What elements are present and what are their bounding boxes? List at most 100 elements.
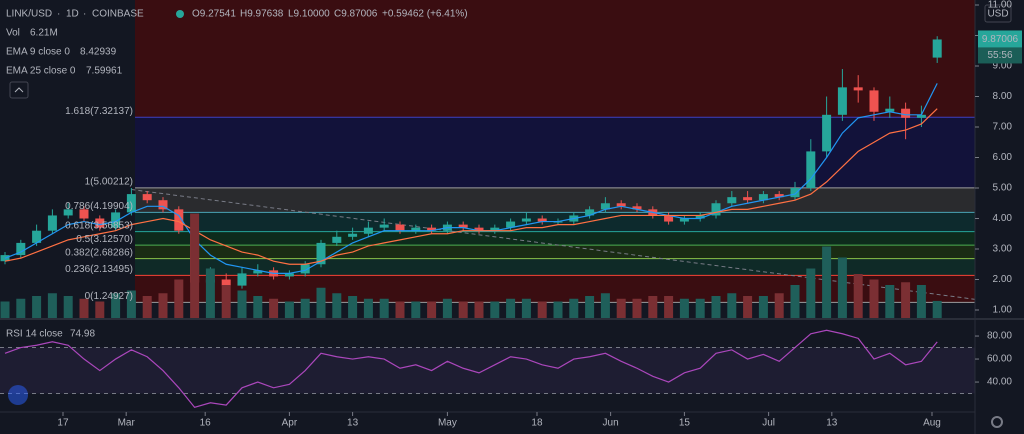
y-tick-label: 7.00: [993, 122, 1013, 133]
countdown: 55:56: [987, 50, 1012, 61]
candle-body: [537, 218, 547, 222]
candle-body: [585, 209, 595, 216]
volume-bar: [932, 300, 942, 318]
volume-bar: [727, 293, 737, 318]
sep: ·: [57, 9, 60, 20]
volume-bar: [521, 298, 531, 318]
volume-bar: [600, 293, 610, 318]
volume-bar: [458, 301, 468, 318]
candle-body: [822, 114, 832, 152]
volume-bar: [679, 298, 689, 318]
volume-bar: [332, 293, 342, 318]
volume-bar: [95, 301, 105, 318]
ohlc-low: L9.10000: [288, 9, 330, 20]
volume-bar: [569, 298, 579, 318]
fib-label: 1(5.00212): [85, 177, 133, 188]
y-tick-label: 60.00: [987, 354, 1012, 365]
candle-body: [711, 203, 721, 216]
x-tick-label: Jul: [762, 418, 775, 429]
volume-bar: [695, 298, 705, 318]
volume-bar: [442, 298, 452, 318]
vol-value: 6.21M: [30, 28, 58, 39]
volume-bar: [174, 279, 184, 318]
x-tick-label: Apr: [282, 418, 298, 429]
volume-bar: [585, 296, 595, 318]
candle-body: [758, 194, 768, 201]
y-tick-label: 3.00: [993, 244, 1013, 255]
ema25-legend: EMA 25 close 0: [6, 66, 76, 77]
candle-body: [32, 230, 42, 243]
volume-bar: [474, 301, 484, 318]
status-dot: [176, 10, 184, 18]
candle-body: [158, 200, 168, 210]
volume-bar: [537, 301, 547, 318]
volume-bar: [126, 290, 136, 318]
candle-body: [806, 151, 816, 188]
sep: ·: [83, 9, 86, 20]
volume-bar: [869, 279, 879, 318]
volume-bar: [316, 287, 326, 318]
ema9-value: 8.42939: [80, 47, 117, 58]
candle-body: [363, 227, 373, 234]
x-tick-label: Mar: [118, 418, 136, 429]
candle-body: [490, 227, 500, 231]
y-tick-label: 80.00: [987, 331, 1012, 342]
candle-body: [332, 236, 342, 243]
candle-body: [695, 215, 705, 219]
candle-body: [506, 221, 516, 228]
candle-body: [411, 227, 421, 231]
volume-bar: [16, 298, 26, 318]
interval: 1D: [66, 9, 79, 20]
volume-bar: [363, 298, 373, 318]
candle-body: [727, 197, 737, 204]
plot-layer: [0, 36, 976, 409]
candle-body: [427, 227, 437, 231]
candle-body: [521, 218, 531, 222]
trend-line: [131, 189, 976, 300]
volume-bar: [300, 298, 310, 318]
candle-body: [600, 203, 610, 210]
volume-bar: [32, 296, 42, 318]
x-tick-label: 16: [200, 418, 212, 429]
volume-bar: [47, 293, 57, 318]
volume-bar: [284, 301, 294, 318]
volume-bar: [63, 296, 73, 318]
x-tick-label: Aug: [923, 418, 941, 429]
volume-bar: [395, 301, 405, 318]
fib-label: 0(1.24927): [85, 291, 133, 302]
x-tick-label: 17: [57, 418, 69, 429]
candle-body: [111, 212, 121, 228]
candle-body: [458, 224, 468, 228]
candle-body: [679, 218, 689, 222]
candle-body: [253, 270, 263, 274]
ema9-legend: EMA 9 close 0: [6, 47, 70, 58]
currency-box[interactable]: [984, 4, 1012, 23]
x-tick-label: 18: [531, 418, 543, 429]
x-tick-label: 15: [679, 418, 691, 429]
x-tick-label: May: [438, 418, 457, 429]
candle-body: [916, 114, 926, 118]
y-tick-label: 5.00: [993, 183, 1013, 194]
volume-bar: [221, 285, 231, 318]
volume-bar: [427, 301, 437, 318]
collapse-button[interactable]: [9, 81, 29, 99]
y-tick-label: 4.00: [993, 213, 1013, 224]
candle-body: [0, 255, 10, 262]
settings-icon[interactable]: [991, 416, 1003, 428]
candle-body: [932, 39, 942, 58]
volume-bar: [711, 296, 721, 318]
candle-body: [790, 188, 800, 198]
fib-layer: [0, 0, 975, 394]
volume-bar: [111, 293, 121, 318]
candle-body: [743, 197, 753, 201]
volume-bar: [269, 298, 279, 318]
volume-bar: [253, 296, 263, 318]
fib-band: [135, 258, 975, 276]
rsi-legend: RSI 14 close: [6, 329, 63, 340]
candle-body: [300, 264, 310, 274]
price-tag-label: 9.87006: [982, 34, 1019, 45]
change: +0.59462 (+6.41%): [382, 9, 468, 20]
fib-band: [135, 275, 975, 303]
volume-bar: [743, 296, 753, 318]
candle-body: [632, 206, 642, 210]
